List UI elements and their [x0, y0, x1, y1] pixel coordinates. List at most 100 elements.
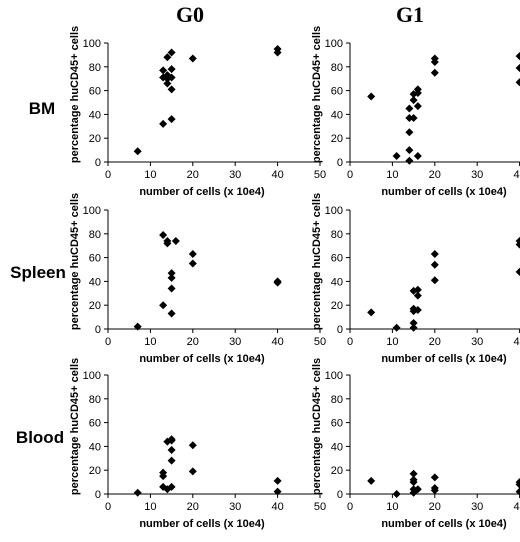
x-tick-label: 20: [429, 501, 441, 513]
data-point: [413, 285, 422, 294]
data-point: [409, 469, 418, 478]
data-point: [515, 63, 520, 72]
data-point: [409, 319, 418, 328]
y-tick-label: 40: [331, 441, 343, 453]
row-header-blood: Blood: [16, 428, 64, 447]
x-tick-label: 50: [314, 169, 326, 181]
x-axis-label: number of cells (x 10e4): [381, 518, 507, 530]
x-tick-label: 30: [471, 336, 483, 348]
x-tick-label: 30: [229, 169, 241, 181]
y-tick-label: 0: [337, 157, 343, 169]
data-point: [167, 309, 176, 318]
y-tick-label: 60: [89, 86, 101, 98]
column-header-g1: G1: [396, 2, 424, 27]
data-point: [413, 485, 422, 494]
data-point: [392, 152, 401, 161]
data-point: [273, 476, 282, 485]
data-point: [167, 85, 176, 94]
x-axis-label: number of cells (x 10e4): [381, 353, 507, 365]
data-point: [167, 284, 176, 293]
data-point: [167, 273, 176, 282]
y-tick-label: 20: [89, 300, 101, 312]
x-tick-label: 20: [187, 336, 199, 348]
data-point: [188, 54, 197, 63]
y-tick-label: 80: [331, 62, 343, 74]
y-tick-label: 0: [337, 489, 343, 501]
data-point: [515, 52, 520, 61]
data-point: [367, 308, 376, 317]
scatter-panel-blood-g1: 0 20 40 60 80 100 0 10 20 30 40 50 number of cells (…: [311, 358, 520, 530]
y-tick-label: 40: [331, 109, 343, 121]
data-point: [167, 73, 176, 82]
y-tick-label: 20: [89, 465, 101, 477]
x-tick-label: 10: [386, 169, 398, 181]
y-tick-label: 100: [325, 38, 343, 50]
x-axis-label: number of cells (x 10e4): [139, 186, 265, 198]
data-point: [133, 488, 142, 497]
x-tick-label: 40: [513, 501, 520, 513]
data-point: [409, 113, 418, 122]
data-point: [430, 68, 439, 77]
data-point: [430, 250, 439, 259]
data-point: [163, 239, 172, 248]
x-tick-label: 40: [271, 169, 283, 181]
x-tick-label: 0: [347, 336, 353, 348]
x-axis-label: number of cells (x 10e4): [139, 353, 265, 365]
x-tick-label: 20: [187, 169, 199, 181]
row-header-bm: BM: [29, 99, 55, 118]
scatter-panel-spleen-g1: 0 20 40 60 80 100 0 10 20 30 40 50 number of cells (…: [311, 193, 520, 365]
data-point: [515, 487, 520, 496]
data-point: [167, 65, 176, 74]
data-point: [409, 323, 418, 332]
data-point: [430, 58, 439, 67]
x-tick-label: 40: [513, 336, 520, 348]
y-tick-label: 20: [89, 133, 101, 145]
data-point: [188, 467, 197, 476]
data-point: [367, 476, 376, 485]
x-tick-label: 10: [144, 336, 156, 348]
data-point: [167, 445, 176, 454]
data-point: [367, 92, 376, 101]
data-point: [188, 259, 197, 268]
x-tick-label: 0: [347, 169, 353, 181]
x-tick-label: 40: [271, 501, 283, 513]
x-tick-label: 20: [429, 336, 441, 348]
data-point: [515, 240, 520, 249]
y-tick-label: 40: [331, 276, 343, 288]
y-tick-label: 20: [331, 133, 343, 145]
data-point: [133, 147, 142, 156]
data-point: [405, 128, 414, 137]
x-tick-label: 20: [429, 169, 441, 181]
y-tick-label: 80: [89, 229, 101, 241]
x-tick-label: 10: [386, 501, 398, 513]
data-point: [171, 236, 180, 245]
x-tick-label: 10: [144, 169, 156, 181]
y-tick-label: 100: [83, 205, 101, 217]
y-tick-label: 20: [331, 300, 343, 312]
y-tick-label: 0: [95, 157, 101, 169]
data-point: [159, 230, 168, 239]
data-point: [413, 305, 422, 314]
data-point: [430, 260, 439, 269]
data-point: [273, 487, 282, 496]
y-axis-label: percentage huCD45+ cells: [311, 26, 323, 163]
x-axis-label: number of cells (x 10e4): [139, 518, 265, 530]
y-tick-label: 0: [95, 324, 101, 336]
y-axis-label: percentage huCD45+ cells: [311, 193, 323, 330]
scatter-panel-spleen-g0: 0 20 40 60 80 100 0 10 20 30 40 50 number of cells (…: [69, 193, 326, 365]
data-point: [405, 104, 414, 113]
x-tick-label: 40: [271, 336, 283, 348]
data-point: [167, 436, 176, 445]
data-point: [413, 88, 422, 97]
x-tick-label: 30: [229, 501, 241, 513]
data-point: [163, 79, 172, 88]
x-tick-label: 30: [229, 336, 241, 348]
data-point: [409, 96, 418, 105]
data-point: [167, 115, 176, 124]
y-tick-label: 60: [331, 86, 343, 98]
y-tick-label: 80: [331, 394, 343, 406]
y-tick-label: 100: [83, 38, 101, 50]
data-point: [163, 53, 172, 62]
data-point: [430, 473, 439, 482]
